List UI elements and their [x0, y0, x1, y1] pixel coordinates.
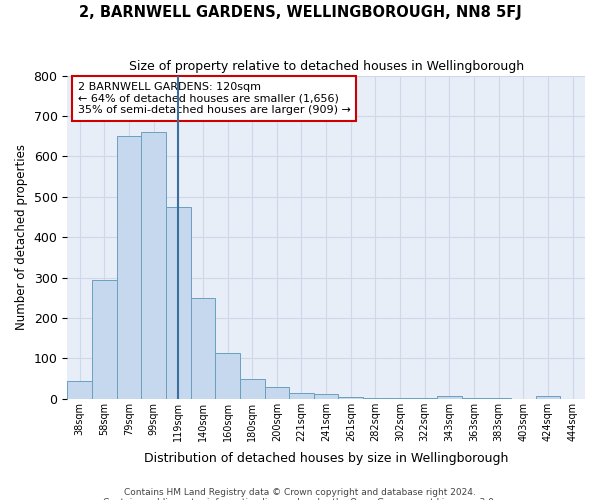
- Bar: [437, 396, 462, 398]
- Y-axis label: Number of detached properties: Number of detached properties: [15, 144, 28, 330]
- Bar: [265, 388, 289, 398]
- Bar: [215, 354, 240, 399]
- X-axis label: Distribution of detached houses by size in Wellingborough: Distribution of detached houses by size …: [144, 452, 508, 465]
- Bar: [314, 394, 338, 398]
- Text: 2, BARNWELL GARDENS, WELLINGBOROUGH, NN8 5FJ: 2, BARNWELL GARDENS, WELLINGBOROUGH, NN8…: [79, 5, 521, 20]
- Title: Size of property relative to detached houses in Wellingborough: Size of property relative to detached ho…: [128, 60, 524, 73]
- Bar: [289, 393, 314, 398]
- Bar: [166, 207, 191, 398]
- Bar: [116, 136, 141, 398]
- Bar: [338, 396, 363, 398]
- Bar: [92, 280, 116, 398]
- Text: Contains HM Land Registry data © Crown copyright and database right 2024.: Contains HM Land Registry data © Crown c…: [124, 488, 476, 497]
- Text: Contains public sector information licensed under the Open Government Licence v3: Contains public sector information licen…: [103, 498, 497, 500]
- Bar: [141, 132, 166, 398]
- Bar: [191, 298, 215, 398]
- Bar: [240, 378, 265, 398]
- Bar: [536, 396, 560, 398]
- Bar: [67, 380, 92, 398]
- Text: 2 BARNWELL GARDENS: 120sqm
← 64% of detached houses are smaller (1,656)
35% of s: 2 BARNWELL GARDENS: 120sqm ← 64% of deta…: [77, 82, 350, 115]
